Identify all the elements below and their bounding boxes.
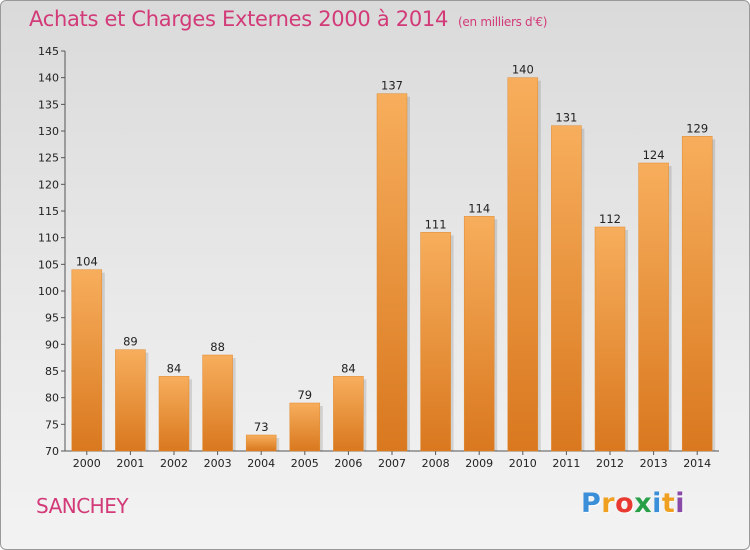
commune-name: SANCHEY	[36, 494, 129, 518]
y-tick-label: 115	[38, 205, 59, 218]
value-label-2012: 112	[599, 212, 621, 226]
x-tick-label-2003: 2003	[204, 457, 232, 470]
bars	[71, 77, 716, 452]
y-tick-label: 135	[38, 98, 59, 111]
logo-letter: P	[581, 488, 602, 519]
value-label-2001: 89	[123, 335, 138, 349]
chart-title-text: Achats et Charges Externes 2000 à 2014	[29, 7, 449, 31]
bar-2006	[333, 376, 364, 452]
y-tick-label: 125	[38, 152, 59, 165]
value-label-2010: 140	[512, 63, 534, 77]
bar-2004	[245, 434, 277, 452]
value-label-2006: 84	[341, 361, 356, 375]
y-tick-label: 75	[45, 418, 59, 431]
value-label-2009: 114	[468, 201, 490, 215]
x-tick-label-2014: 2014	[683, 457, 711, 470]
y-tick-label: 90	[45, 338, 59, 351]
bar-2000	[71, 269, 103, 452]
bar-2009	[463, 216, 495, 452]
logo-letter: t	[661, 488, 676, 519]
logo-letter: x	[634, 488, 653, 519]
x-axis: 2000 2001 2002 2003 2004 2005 2006 2007 2008 2009…	[65, 450, 719, 470]
x-tick-label-2013: 2013	[640, 457, 668, 470]
y-axis: 70 75 80 85 90 95 100 105 110 115 120 125 130 135 140 1…	[38, 45, 66, 458]
bar-2014	[681, 136, 713, 452]
chart-title: Achats et Charges Externes 2000 à 2014 (e…	[29, 7, 547, 31]
y-tick-label: 120	[38, 178, 59, 191]
y-tick-label: 140	[38, 72, 59, 85]
logo-letter: r	[601, 488, 616, 519]
x-tick-label-2001: 2001	[116, 457, 144, 470]
x-tick-label-2008: 2008	[422, 457, 450, 470]
x-tick-label-2005: 2005	[291, 457, 319, 470]
y-tick-label: 130	[38, 125, 59, 138]
proxiti-logo: Proxiti	[581, 488, 685, 519]
bar-2002	[158, 376, 190, 452]
x-tick-label-2007: 2007	[378, 457, 406, 470]
y-tick-label: 145	[38, 45, 59, 58]
value-label-2013: 124	[643, 148, 665, 162]
y-tick-label: 95	[45, 312, 59, 325]
x-tick-label-2011: 2011	[552, 457, 580, 470]
logo-letter: i	[652, 488, 662, 519]
value-label-2011: 131	[555, 111, 577, 125]
value-label-2007: 137	[381, 79, 403, 93]
y-tick-label: 105	[38, 258, 59, 271]
bar-2001	[115, 349, 146, 452]
value-label-2003: 88	[210, 340, 225, 354]
value-label-2014: 129	[686, 121, 708, 135]
y-tick-label: 70	[45, 445, 59, 458]
value-labels: 104 89 84 88 73 79 84 137 111 114 140 131 112 124 129	[76, 63, 708, 434]
x-tick-label-2010: 2010	[509, 457, 537, 470]
bar-2008	[420, 232, 451, 452]
bar-2007	[376, 93, 408, 452]
bar-2011	[551, 125, 582, 452]
value-label-2005: 79	[297, 388, 312, 402]
y-tick-label: 100	[38, 285, 59, 298]
y-tick-label: 110	[38, 232, 59, 245]
bar-2012	[594, 226, 626, 452]
value-label-2000: 104	[76, 255, 98, 269]
logo-letter: i	[675, 488, 686, 519]
bar-2005	[289, 402, 321, 452]
logo-letter: o	[615, 488, 635, 519]
x-tick-label-2002: 2002	[160, 457, 188, 470]
x-tick-label-2012: 2012	[596, 457, 624, 470]
chart-subtitle: (en milliers d'€)	[458, 15, 548, 29]
x-tick-label-2000: 2000	[73, 457, 101, 470]
y-tick-label: 80	[45, 392, 59, 405]
value-label-2002: 84	[167, 361, 182, 375]
value-label-2008: 111	[425, 217, 447, 231]
bar-2003	[202, 354, 233, 452]
y-tick-label: 85	[45, 365, 59, 378]
value-label-2004: 73	[254, 420, 269, 434]
bar-2010	[507, 77, 539, 452]
x-tick-label-2004: 2004	[247, 457, 275, 470]
x-tick-label-2006: 2006	[334, 457, 362, 470]
x-tick-label-2009: 2009	[465, 457, 493, 470]
bar-2013	[638, 162, 669, 452]
